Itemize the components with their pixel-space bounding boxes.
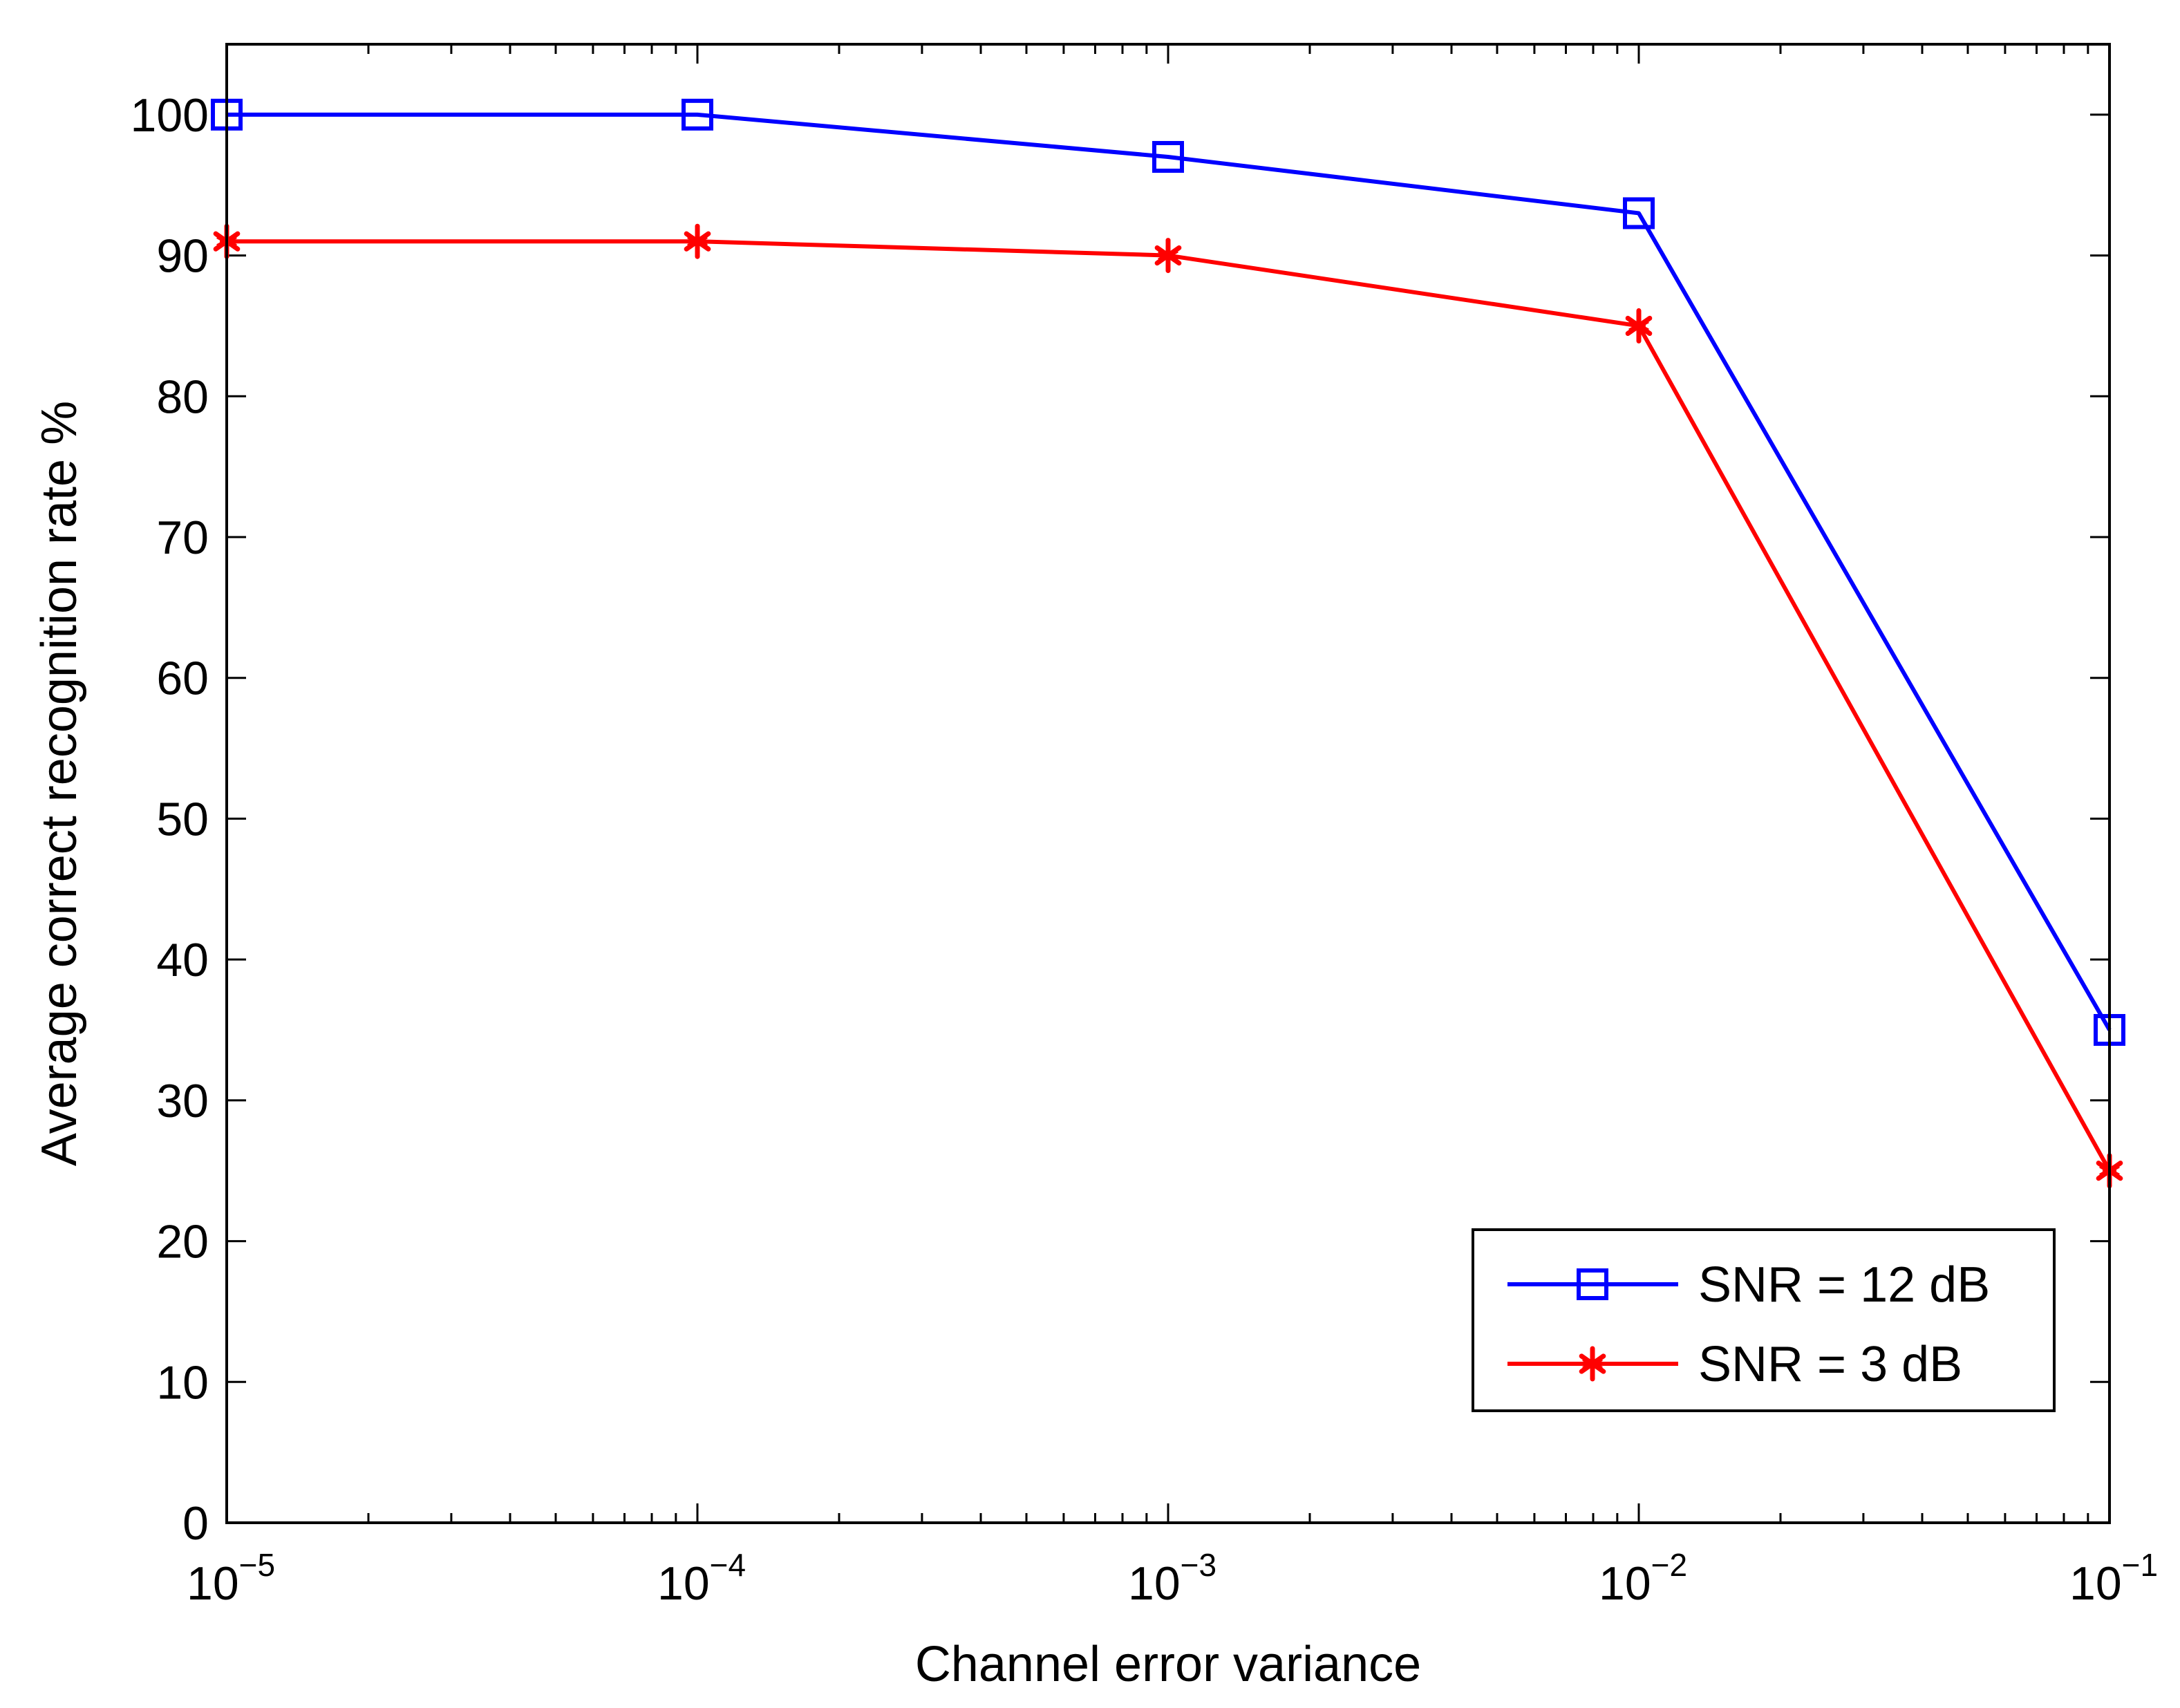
square-marker bbox=[682, 98, 713, 131]
x-tick-label: 10−4 bbox=[657, 1547, 746, 1610]
y-tick-label: 100 bbox=[131, 89, 209, 142]
x-axis-title: Channel error variance bbox=[915, 1637, 1421, 1692]
y-tick-label: 30 bbox=[156, 1075, 209, 1127]
y-tick-label: 0 bbox=[182, 1497, 209, 1550]
x-tick-exponent: −5 bbox=[239, 1547, 275, 1583]
x-minor-ticks bbox=[367, 44, 2089, 1523]
y-tick-label: 90 bbox=[156, 230, 209, 283]
square-marker bbox=[1577, 1268, 1608, 1300]
legend-item: SNR = 12 dB bbox=[1507, 1257, 1990, 1313]
x-tick-label: 10−5 bbox=[187, 1547, 275, 1610]
x-tick-exponent: −4 bbox=[710, 1547, 746, 1583]
x-tick-base: 10 bbox=[2069, 1557, 2122, 1610]
asterisk-marker bbox=[1625, 308, 1653, 344]
asterisk-stroke bbox=[1628, 319, 1649, 333]
y-tick-label: 60 bbox=[156, 653, 209, 705]
series-line bbox=[227, 112, 2112, 1031]
x-tick-labels: 10−5 10−4 10−3 10−2 10−1 bbox=[187, 1547, 2158, 1610]
series-snr-3-db bbox=[213, 223, 2123, 1189]
x-tick-base: 10 bbox=[1599, 1557, 1651, 1610]
y-tick-label: 80 bbox=[156, 370, 209, 423]
square-marker bbox=[1152, 140, 1184, 173]
plot-area-frame bbox=[225, 43, 2111, 1524]
legend: SNR = 12 dB SNR = 3 dB bbox=[1472, 1228, 2056, 1412]
asterisk-marker bbox=[1154, 238, 1182, 274]
y-tick-label: 10 bbox=[156, 1356, 209, 1409]
x-tick-label: 10−3 bbox=[1128, 1547, 1216, 1610]
x-tick-label: 10−1 bbox=[2069, 1547, 2158, 1610]
x-tick-base: 10 bbox=[657, 1557, 710, 1610]
asterisk-stroke bbox=[1582, 1356, 1603, 1371]
x-tick-base: 10 bbox=[1128, 1557, 1181, 1610]
y-axis-title: Average correct recognition rate % bbox=[32, 401, 87, 1166]
x-tick-exponent: −2 bbox=[1651, 1547, 1687, 1583]
x-tick-exponent: −1 bbox=[2122, 1547, 2158, 1583]
y-tick-label: 40 bbox=[156, 934, 209, 986]
legend-item: SNR = 3 dB bbox=[1507, 1337, 1962, 1392]
legend-box bbox=[1472, 1228, 2056, 1412]
x-tick-label: 10−2 bbox=[1599, 1547, 1687, 1610]
y-tick-labels: 0 10 20 30 40 50 60 70 80 90 100 bbox=[131, 89, 209, 1550]
asterisk-marker bbox=[684, 223, 711, 259]
x-tick-exponent: −3 bbox=[1181, 1547, 1216, 1583]
asterisk-marker bbox=[1579, 1346, 1606, 1382]
y-tick-label: 20 bbox=[156, 1216, 209, 1268]
asterisk-stroke bbox=[687, 234, 708, 249]
x-tick-base: 10 bbox=[187, 1557, 239, 1610]
legend-label: SNR = 3 dB bbox=[1698, 1337, 1962, 1392]
square-marker bbox=[1623, 197, 1655, 229]
legend-label: SNR = 12 dB bbox=[1698, 1257, 1990, 1313]
asterisk-stroke bbox=[1158, 248, 1178, 263]
y-tick-label: 70 bbox=[156, 512, 209, 564]
y-tick-label: 50 bbox=[156, 793, 209, 845]
